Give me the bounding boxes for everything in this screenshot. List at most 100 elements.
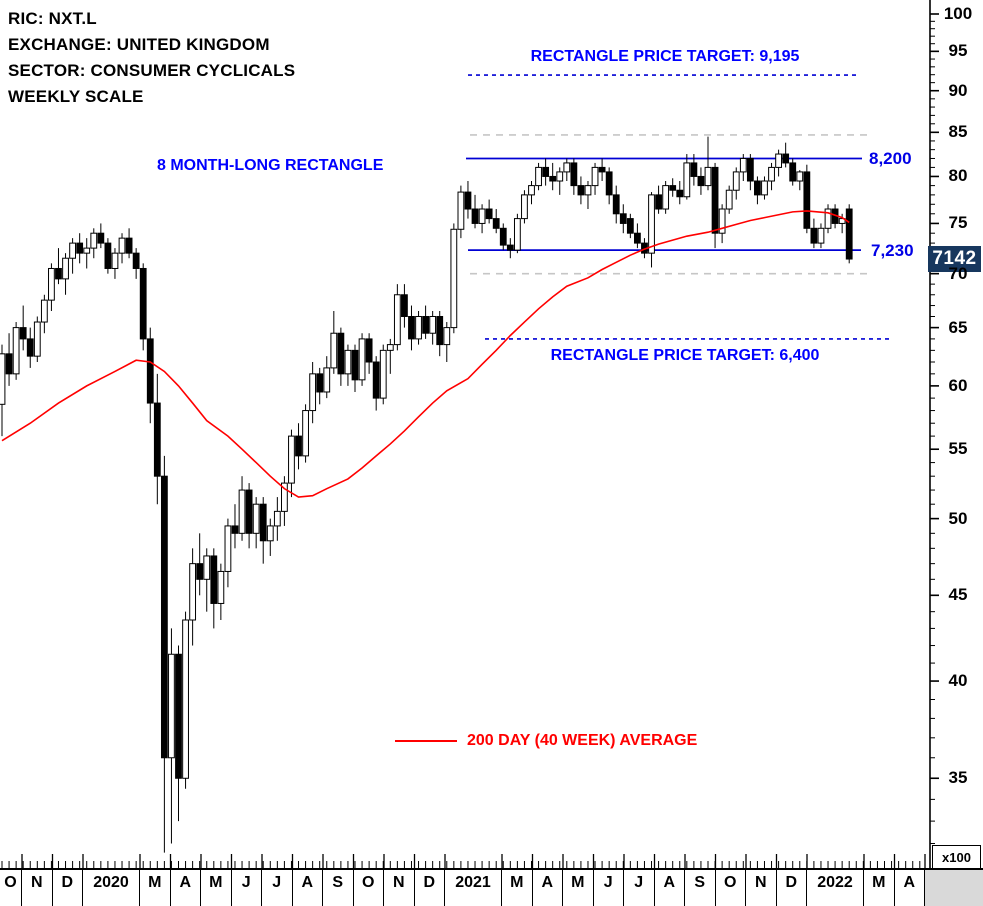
price-axis-label: 100 (943, 4, 973, 23)
candle-body (450, 228, 458, 329)
price-axis-label: 70 (948, 263, 968, 283)
candle-body (577, 185, 585, 196)
candle-body (323, 367, 331, 393)
candle-body (33, 321, 41, 357)
date-axis-label: S (685, 870, 716, 906)
candle-body (436, 315, 444, 346)
candle-body (746, 157, 754, 182)
price-axis-label: 80 (948, 166, 968, 186)
support-level-label: 7,230 (871, 241, 914, 260)
candle-body (26, 338, 34, 357)
candle-body (19, 327, 27, 340)
candle-body (725, 189, 733, 210)
date-axis-label: O (354, 870, 384, 906)
candle-body (408, 315, 415, 340)
price-axis-label: 75 (948, 213, 968, 233)
candle-body (5, 353, 13, 375)
date-axis-label: A (293, 870, 323, 906)
candle-body (344, 349, 352, 375)
candle-body (238, 489, 246, 534)
candle-body (782, 153, 790, 164)
candle-body (662, 185, 670, 210)
candle-body (683, 162, 691, 198)
candle-body (711, 166, 719, 234)
candle-body (316, 373, 324, 393)
candle-body (775, 153, 783, 168)
candle-body (196, 563, 204, 580)
candle-body (655, 194, 662, 210)
candle-body (358, 338, 366, 381)
candle-body (62, 257, 69, 280)
chart-header: RIC: NXT.L EXCHANGE: UNITED KINGDOM SECT… (8, 6, 295, 110)
candle-body (789, 162, 797, 182)
candle-body (160, 475, 168, 759)
candle-body (245, 489, 253, 534)
candle-body (612, 194, 620, 215)
candle-body (168, 653, 175, 759)
moving-average-line (1, 210, 850, 498)
date-axis-label: A (655, 870, 685, 906)
candle-body (549, 175, 557, 182)
candle-body (485, 208, 493, 220)
date-axis-label: J (594, 870, 624, 906)
date-axis-label: J (624, 870, 655, 906)
candle-body (401, 294, 408, 317)
candle-body (443, 327, 451, 346)
candle-body (464, 191, 472, 210)
candle-body (584, 185, 592, 196)
candle-body (513, 218, 521, 251)
price-axis-label: 50 (948, 508, 968, 528)
candle-body (754, 180, 761, 196)
ma-line-swatch (395, 740, 457, 742)
candle-body (111, 252, 119, 269)
candle-body (393, 294, 401, 346)
date-axis-label: 2022 (807, 870, 864, 906)
price-axis-label: 60 (948, 375, 968, 395)
lower-target-label: RECTANGLE PRICE TARGET: 6,400 (550, 347, 820, 364)
candle-body (104, 242, 112, 269)
resistance-level-label: 8,200 (869, 149, 912, 168)
candle-body (528, 185, 535, 196)
candle-body (259, 503, 267, 542)
date-axis-label: J (262, 870, 293, 906)
candle-body (605, 171, 613, 196)
candle-body (146, 338, 154, 404)
candle-body (132, 252, 140, 269)
candle-body (125, 237, 133, 254)
date-axis-label: J (232, 870, 262, 906)
candle-body (372, 361, 380, 399)
ma-legend: 200 DAY (40 WEEK) AVERAGE (395, 732, 697, 750)
candle-body (48, 267, 55, 301)
candle-body (648, 194, 655, 254)
date-axis-filler (925, 870, 983, 906)
candle-body (429, 315, 437, 334)
candle-body (626, 218, 634, 234)
date-axis-label: M (140, 870, 171, 906)
candle-body (761, 180, 768, 196)
candle-body (273, 510, 281, 527)
candle-body (379, 349, 387, 399)
candle-body (415, 315, 422, 340)
axis-multiplier-box: x100 (932, 845, 981, 869)
date-axis-label: M (563, 870, 594, 906)
candle-body (97, 232, 105, 244)
candle-body (351, 349, 359, 381)
candle-body (697, 175, 705, 187)
candle-body (203, 555, 211, 580)
candle-body (40, 299, 48, 323)
candle-body (337, 332, 345, 375)
candle-body (252, 503, 260, 534)
candle-body (803, 171, 811, 229)
candle-body (817, 227, 825, 244)
ma-legend-text: 200 DAY (40 WEEK) AVERAGE (467, 732, 698, 749)
candle-body (90, 232, 98, 249)
candle-body (309, 373, 317, 412)
price-axis-label: 95 (948, 41, 968, 61)
candle-body (845, 208, 853, 260)
date-axis-label: A (533, 870, 563, 906)
candle-body (535, 166, 542, 187)
header-sector: SECTOR: CONSUMER CYCLICALS (8, 61, 296, 80)
candle-body (542, 166, 550, 177)
